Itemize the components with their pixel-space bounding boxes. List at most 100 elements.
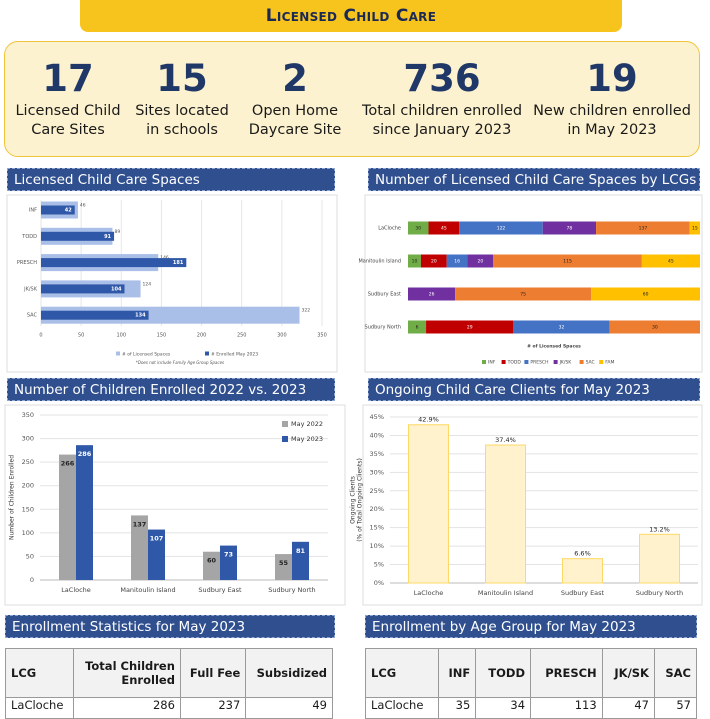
data-label: 55 (279, 559, 289, 567)
x-tick-label: 200 (197, 333, 207, 339)
x-tick-label: Manitoulin Island (478, 589, 533, 597)
bar-segment (420, 254, 447, 268)
kpi-value: 19 (586, 57, 638, 100)
data-label: 60 (207, 557, 217, 565)
data-label: 60 (643, 292, 649, 298)
y-tick-label: 150 (22, 505, 34, 513)
section-header: Licensed Child Care Spaces (7, 168, 335, 191)
y-tick-label: Sudbury East (368, 292, 401, 298)
y-tick-label: 35% (370, 450, 384, 458)
y-tick-label: 40% (370, 431, 384, 439)
kpi-label: Licensed Child Care Sites (15, 103, 121, 138)
kpi-value: 15 (156, 57, 208, 100)
kpi: 2 Open Home Daycare Site (205, 56, 385, 140)
data-label: 137 (639, 226, 648, 232)
x-tick-label: 0 (39, 333, 42, 339)
bar-segment (609, 320, 700, 334)
data-label: 15 (692, 226, 698, 232)
y-axis-title: (% of Total Ongoing Clients) (357, 458, 364, 542)
kpi-value: 2 (282, 57, 308, 100)
legend-swatch (205, 351, 209, 356)
bar (639, 533, 680, 584)
data-label: 322 (302, 308, 311, 314)
y-tick-label: 30% (370, 468, 384, 476)
kpi-value: 736 (403, 57, 481, 100)
legend-label: JK/SK (559, 360, 573, 366)
data-label: 42 (65, 208, 72, 214)
enrollment-table: LCG Total Children Enrolled Full Fee Subsid… (5, 648, 333, 719)
y-tick-label: Manitoulin Island (358, 259, 401, 265)
kpi: 19 New children enrolled in May 2023 (522, 56, 702, 140)
legend-label: FAM (605, 360, 614, 366)
data-label: 124 (143, 281, 152, 287)
y-tick-label: LaCloche (378, 226, 401, 232)
x-tick-label: LaCloche (414, 589, 444, 597)
bar (203, 551, 220, 580)
bar (41, 284, 125, 294)
y-tick-label: 25% (370, 487, 384, 495)
data-label: 134 (135, 313, 146, 319)
bar-segment (408, 287, 456, 301)
y-tick-label: 5% (374, 561, 384, 569)
table-cell: LaCloche (365, 697, 439, 719)
data-label: 20 (477, 259, 483, 265)
charts: 0 50 100 150 200 250 300 350INF4642TODD8991PRES… (4, 194, 703, 606)
x-tick-label: 50 (78, 333, 84, 339)
y-tick-label: 0 (30, 576, 34, 584)
legend-label: May 2023 (291, 435, 323, 443)
data-label: 37.4% (495, 436, 516, 444)
data-label: 181 (173, 260, 184, 266)
legend-swatch (282, 421, 288, 427)
y-tick-label: 100 (22, 529, 34, 537)
y-tick-label: JK/SK (23, 286, 38, 292)
legend-label: TODD (507, 360, 522, 366)
bar-segment (408, 221, 429, 235)
x-tick-label: LaCloche (61, 586, 91, 594)
legend-swatch (482, 360, 486, 364)
x-tick-label: Sudbury East (198, 586, 242, 594)
kpi: 736 Total children enrolled since January… (352, 56, 532, 140)
kpi-panel: 17 Licensed Child Care Sites 15 Sites loca… (4, 41, 700, 157)
y-tick-label: 350 (22, 411, 34, 419)
data-label: 30 (415, 226, 421, 232)
header-row: LCG INF TODD PRESCH JK/SK SAC (365, 648, 698, 698)
bar-segment (428, 221, 460, 235)
data-label: 115 (563, 259, 572, 265)
footnote: *Does not include Family Age Group Space… (136, 360, 224, 365)
bar-segment (689, 221, 700, 235)
bar-segment (467, 254, 494, 268)
kpi: 17 Licensed Child Care Sites (0, 56, 158, 140)
x-tick-label: Sudbury East (561, 589, 605, 597)
data-label: 91 (104, 234, 111, 240)
data-label: 20 (431, 259, 437, 265)
x-tick-label: 350 (317, 333, 327, 339)
y-tick-label: 50 (26, 552, 34, 560)
kpi-label: Sites located in schools (135, 103, 229, 138)
legend-label: INF (488, 360, 496, 366)
bar (275, 554, 292, 580)
x-tick-label: Manitoulin Island (120, 586, 175, 594)
data-label: 45 (668, 259, 674, 265)
header-row: LCG Total Children Enrolled Full Fee Subsid… (5, 648, 333, 698)
data-label: 104 (111, 286, 122, 292)
table-row: LaCloche 35 34 113 47 57 (365, 697, 698, 719)
legend-label: SAC (586, 360, 595, 366)
data-label: 30 (652, 325, 658, 331)
y-tick-label: INF (29, 208, 37, 214)
column-header: Full Fee (179, 648, 247, 698)
y-tick-label: Sudbury North (365, 325, 401, 331)
table-cell: 286 (72, 697, 181, 719)
data-label: 75 (520, 292, 526, 298)
section-header: Ongoing Child Care Clients for May 2023 (368, 378, 700, 401)
bar-segment (641, 254, 700, 268)
data-label: 42.9% (418, 416, 439, 424)
bar-segment (459, 221, 543, 235)
bar-segment (455, 287, 592, 301)
data-label: 6 (416, 325, 419, 331)
y-tick-label: 45% (370, 413, 384, 421)
bar (485, 444, 526, 584)
kpi: 15 Sites located in schools (92, 56, 272, 140)
data-label: 81 (296, 547, 306, 555)
bar (148, 529, 165, 580)
column-header: SAC (653, 648, 698, 698)
